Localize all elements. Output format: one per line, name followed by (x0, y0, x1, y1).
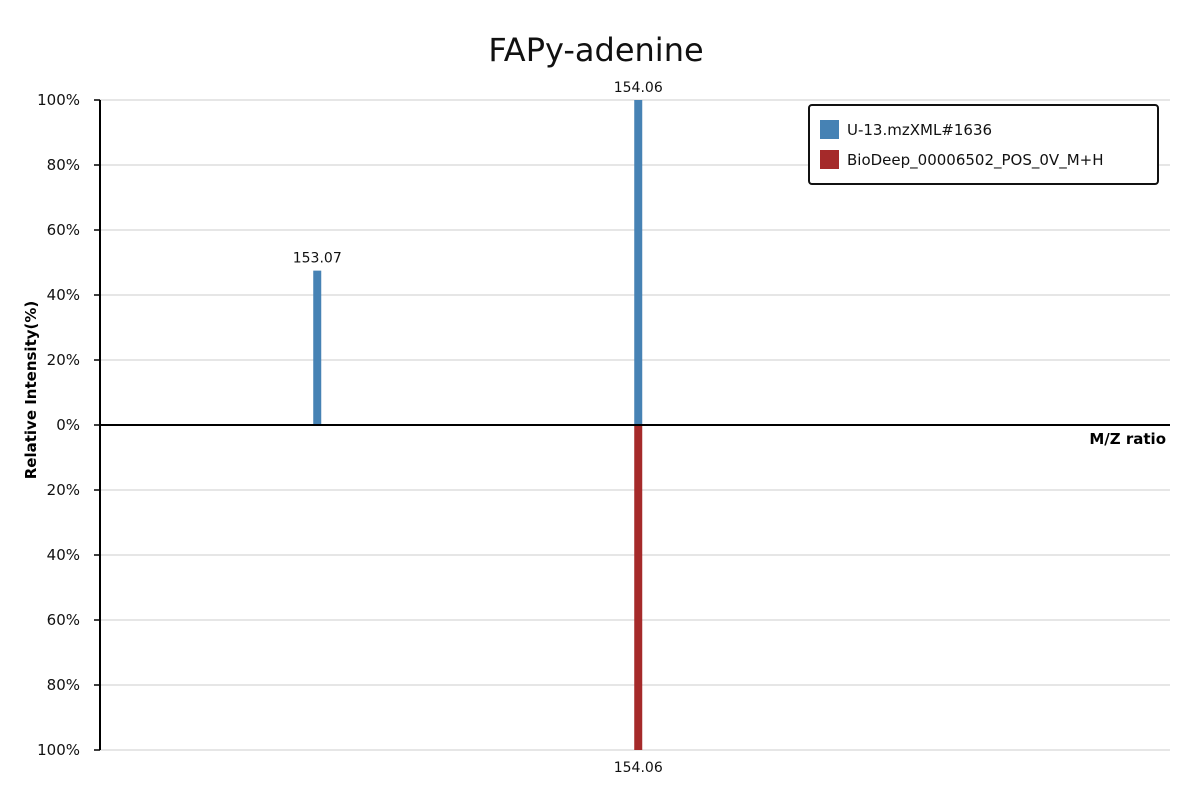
peak-label: 154.06 (614, 80, 663, 96)
legend: U-13.mzXML#1636 BioDeep_00006502_POS_0V_M… (808, 104, 1159, 185)
peak-bar (634, 100, 643, 425)
legend-box (808, 104, 1159, 185)
y-tick-label: 80% (47, 156, 80, 174)
y-tick-label: 20% (47, 481, 80, 499)
spectrum-peaks (100, 100, 1170, 750)
y-axis-label: Relative Intensity(%) (22, 301, 40, 480)
legend-items: U-13.mzXML#1636 BioDeep_00006502_POS_0V_M… (820, 120, 1103, 170)
legend-label: BioDeep_00006502_POS_0V_M+H (847, 151, 1103, 170)
y-tick-labels: 100% 80% 60% 40% 20% 0% 20% 40% 60% 80% 100% (37, 91, 80, 759)
legend-label: U-13.mzXML#1636 (847, 121, 992, 139)
y-tick-label: 40% (47, 286, 80, 304)
y-tick-label: 60% (47, 221, 80, 239)
peak-bar (634, 425, 643, 750)
chart-title: FAPy-adenine (488, 31, 703, 69)
legend-swatch (820, 120, 839, 139)
peak-label: 153.07 (293, 251, 342, 267)
y-tick-label: 100% (37, 91, 80, 109)
y-tick-label: 100% (37, 741, 80, 759)
x-axis-label: M/Z ratio (1089, 430, 1166, 448)
y-tick-label: 40% (47, 546, 80, 564)
peak-label: 154.06 (614, 760, 663, 776)
peak-labels: 153.07 154.06 154.06 (293, 80, 663, 776)
legend-swatch (820, 150, 839, 169)
peak-bar (313, 270, 322, 425)
y-tick-label: 0% (56, 416, 80, 434)
axes (94, 99, 101, 751)
y-tick-label: 20% (47, 351, 80, 369)
y-tick-label: 80% (47, 676, 80, 694)
y-tick-label: 60% (47, 611, 80, 629)
